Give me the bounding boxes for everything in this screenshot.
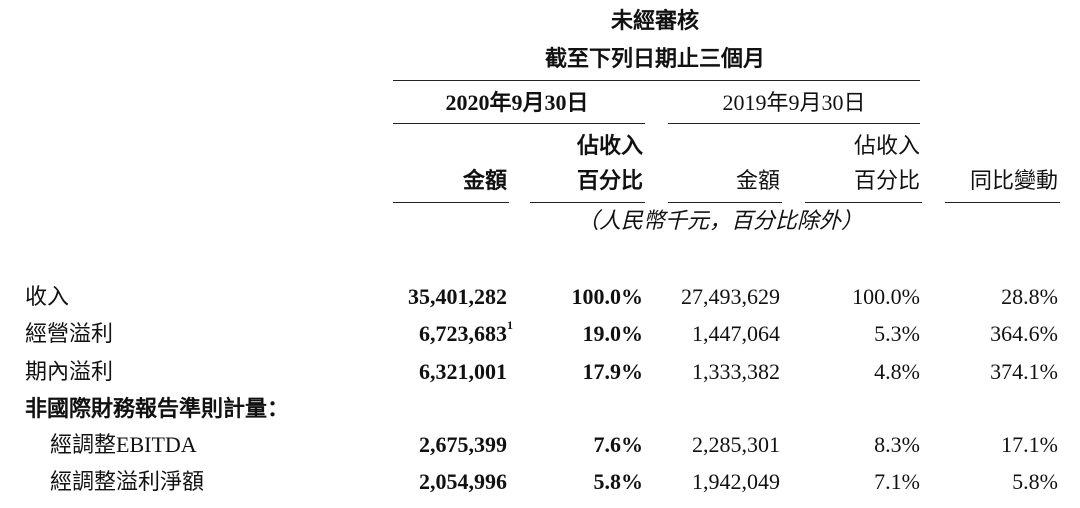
table-cell: 7.1%: [874, 469, 920, 494]
table-subtitle: 截至下列日期止三個月: [544, 46, 766, 71]
table-cell: 17.9%: [582, 359, 644, 384]
table-cell: 35,401,282: [408, 284, 507, 309]
row-label: 經營溢利: [25, 321, 114, 346]
column-header: 百分比: [853, 168, 920, 193]
table-cell: 2,285,301: [692, 432, 780, 457]
table-cell: 364.6%: [990, 321, 1058, 346]
table-cell: 1,447,064: [692, 321, 780, 346]
rule: [393, 80, 920, 81]
column-header: 金額: [735, 168, 780, 193]
table-cell: 5.3%: [874, 321, 920, 346]
table-cell: 7.6%: [593, 432, 644, 457]
column-header: 金額: [462, 168, 507, 193]
table-cell: 2,675,399: [419, 432, 507, 457]
table-title: 未經審核: [610, 8, 700, 33]
table-cell: 19.0%: [582, 321, 644, 346]
table-cell: 5.8%: [1012, 469, 1058, 494]
table-cell: 17.1%: [1001, 432, 1058, 457]
rule: [945, 202, 1060, 203]
table-cell: 4.8%: [874, 359, 920, 384]
period-header: 2020年9月30日: [445, 90, 589, 115]
table-cell: 5.8%: [593, 469, 644, 494]
table-cell: 2,054,996: [419, 469, 507, 494]
rule: [393, 202, 509, 203]
table-cell: 6,321,001: [419, 359, 507, 384]
table-cell: 374.1%: [990, 359, 1058, 384]
column-header: 佔收入: [853, 133, 920, 158]
row-label: 非國際財務報告準則計量：: [25, 396, 290, 421]
table-cell: 28.8%: [1001, 284, 1058, 309]
rule: [668, 202, 782, 203]
unit-note: （人民幣千元，百分比除外）: [576, 208, 864, 233]
period-header: 2019年9月30日: [722, 90, 866, 115]
rule: [393, 123, 645, 124]
row-label: 期內溢利: [25, 359, 114, 384]
table-cell: 100.0%: [852, 284, 920, 309]
column-header: 百分比: [576, 168, 643, 193]
rule: [530, 202, 645, 203]
row-label: 經調整EBITDA: [50, 432, 197, 457]
table-cell: 1,942,049: [692, 469, 780, 494]
table-cell: 8.3%: [874, 432, 920, 457]
column-header: 佔收入: [576, 133, 643, 158]
table-cell: 27,493,629: [681, 284, 780, 309]
footnote-marker: 1: [507, 318, 513, 332]
rule: [805, 202, 922, 203]
table-cell: 1,333,382: [692, 359, 780, 384]
column-header: 同比變動: [969, 168, 1058, 193]
table-cell: 100.0%: [571, 284, 644, 309]
table-cell: 6,723,683 1: [419, 318, 513, 346]
row-label: 經調整溢利淨額: [50, 469, 205, 494]
row-label: 收入: [25, 284, 70, 309]
rule: [668, 123, 920, 124]
